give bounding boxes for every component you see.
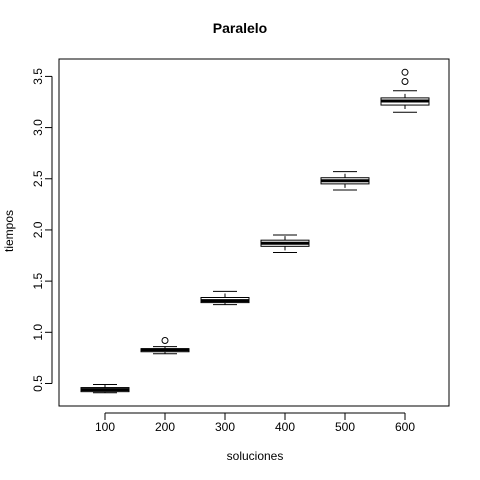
x-tick-label: 200: [155, 420, 175, 434]
box-group: [320, 171, 370, 191]
box-group: [140, 336, 190, 355]
x-tick-label: 600: [395, 420, 415, 434]
box-group: [200, 290, 250, 306]
x-tick-label: 400: [275, 420, 295, 434]
x-tick-label: 500: [335, 420, 355, 434]
y-tick-label: 2.5: [31, 170, 45, 187]
box-group: [80, 384, 130, 394]
x-tick-label: 100: [95, 420, 115, 434]
y-tick-label: 0.5: [31, 375, 45, 392]
box-group: [380, 68, 430, 113]
x-axis-label: soluciones: [226, 449, 284, 463]
x-tick-label: 300: [215, 420, 235, 434]
y-tick-label: 2.0: [31, 221, 45, 238]
y-tick-label: 3.5: [31, 68, 45, 85]
outlier-point: [401, 78, 409, 86]
box-group: [260, 234, 310, 253]
y-tick-label: 3.0: [31, 119, 45, 136]
y-tick-label: 1.0: [31, 324, 45, 341]
y-tick-label: 1.5: [31, 272, 45, 289]
outlier-point: [161, 336, 169, 344]
outlier-point: [401, 68, 409, 76]
chart-title: Paralelo: [212, 20, 268, 36]
plot-frame: [58, 58, 450, 407]
